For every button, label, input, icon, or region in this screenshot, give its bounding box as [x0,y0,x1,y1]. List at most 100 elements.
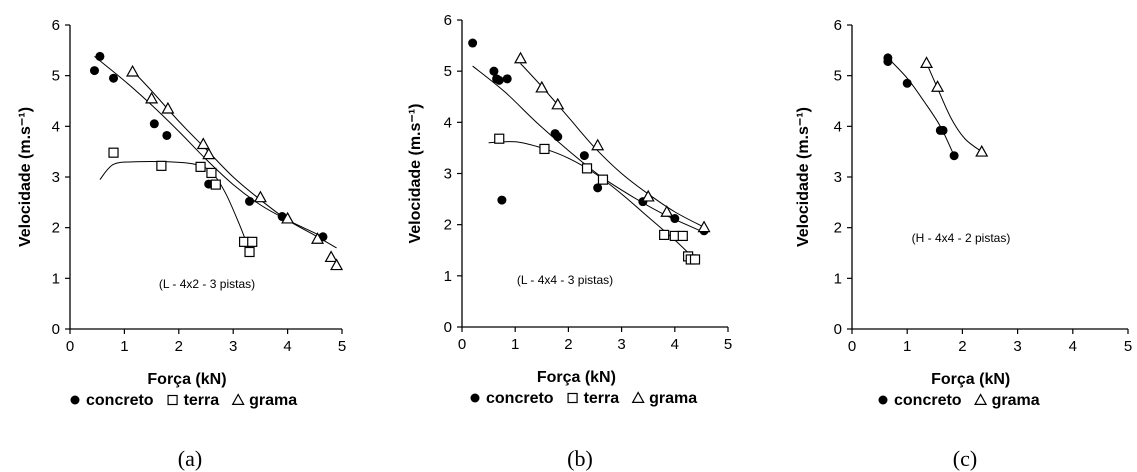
data-point-concreto [938,125,948,135]
x-tick-label: 5 [724,336,732,353]
y-tick-label: 6 [444,12,452,29]
y-tick-label: 1 [444,268,452,285]
series-terra [108,147,258,258]
chart-panel-3: 0 1 2 3 4 5 6 0 1 2 3 4 5 Força (kN) Velocidade (m.s⁻¹… [795,17,1132,471]
legend-label: grama [649,390,697,407]
data-point-grama [975,144,989,157]
data-point-concreto [95,51,105,61]
y-tick-label: 4 [52,118,60,135]
legend-entry-terra: terra [167,392,219,409]
data-point-terra [210,179,221,190]
data-point-concreto [502,74,512,84]
legend-label: grama [992,392,1040,409]
x-tick-label: 5 [338,338,346,355]
legend-entry-concreto: concreto [878,392,962,409]
y-tick-label: 6 [52,17,60,34]
legend-entry-concreto: concreto [70,392,154,409]
legend-entry-grama: grama [631,390,697,407]
x-tick-label: 0 [848,338,856,355]
legend-label: concreto [894,392,962,409]
data-point-terra [581,163,593,174]
legend-marker-concreto [878,395,888,405]
data-point-grama [535,80,549,93]
y-axis-label: Velocidade (m.s⁻¹) [17,107,34,247]
legend-marker-terra [167,394,178,406]
legend-entry-grama: grama [974,392,1040,409]
data-point-grama [311,232,325,244]
data-point-grama [551,97,565,110]
series-grama [514,51,711,233]
y-tick-label: 2 [444,217,452,234]
x-tick-label: 2 [175,338,183,355]
x-axis-label: Força (kN) [147,371,226,388]
data-point-grama [330,258,344,271]
x-tick-label: 0 [66,338,74,355]
y-tick-label: 5 [52,68,60,85]
trend-line-concreto [887,57,955,156]
legend-marker-grama [631,391,645,403]
data-point-concreto [245,196,255,206]
legend-marker-grama [974,393,988,405]
x-tick-label: 3 [1013,338,1021,355]
data-point-grama [196,137,210,150]
x-tick-label: 3 [617,336,625,353]
data-point-concreto [89,66,99,76]
data-point-grama [591,138,605,151]
data-point-terra [494,133,505,144]
x-tick-label: 1 [511,336,519,353]
legend-entry-terra: terra [567,390,619,407]
legend-label: grama [249,392,297,409]
x-axis-label: Força (kN) [537,369,616,386]
series-concreto [89,51,328,242]
y-tick-label: 0 [52,321,60,338]
y-axis-label: Velocidade (m.s⁻¹) [795,107,812,247]
y-tick-label: 1 [834,270,842,287]
panel-caption: (c) [953,446,977,471]
trend-line-concreto [472,65,705,233]
data-point-terra [244,246,255,258]
x-tick-label: 2 [564,336,572,353]
chart-annotation: (H - 4x4 - 2 pistas) [912,231,1011,245]
y-tick-label: 3 [52,169,60,186]
data-point-concreto [579,151,589,161]
trend-line-concreto [94,56,324,238]
y-tick-label: 4 [444,114,452,131]
data-point-grama [126,64,140,77]
data-point-concreto [468,38,478,48]
legend-entry-grama: grama [231,392,297,409]
legend-label: concreto [486,390,554,407]
x-tick-label: 3 [229,338,237,355]
data-point-grama [253,190,267,203]
data-point-terra [659,229,670,240]
y-axis-label: Velocidade (m.s⁻¹) [407,103,424,243]
data-point-concreto [593,183,603,193]
y-tick-label: 2 [52,220,60,237]
y-tick-label: 5 [834,68,842,85]
chart-panel-1: 0 1 2 3 4 5 6 0 1 2 3 4 5 Força (kN) Velocidade (m.s⁻¹… [17,17,346,471]
data-point-terra [108,147,119,158]
x-tick-label: 5 [1124,338,1132,355]
data-point-concreto [162,130,172,140]
y-tick-label: 0 [834,321,842,338]
y-tick-label: 5 [444,63,452,80]
x-tick-label: 4 [283,338,291,355]
trend-line-grama [132,70,337,249]
series-concreto [883,53,959,161]
data-point-concreto [494,75,504,85]
legend-entry-concreto: concreto [470,390,554,407]
x-tick-label: 0 [458,336,466,353]
data-point-concreto [902,78,912,88]
legend-marker-concreto [470,393,480,403]
legend-label: concreto [86,392,154,409]
data-point-terra [539,143,550,155]
data-point-terra [677,230,688,242]
x-tick-label: 1 [903,338,911,355]
data-point-concreto [553,132,563,142]
chart-panel-2: 0 1 2 3 4 5 6 0 1 2 3 4 5 Força (kN) Velocidade (m.s⁻¹… [407,12,732,471]
trend-line-grama [926,62,983,153]
data-point-grama [660,205,674,217]
data-point-grama [920,56,934,69]
data-point-concreto [949,151,959,161]
series-grama [126,64,344,271]
legend-marker-concreto [70,395,80,405]
